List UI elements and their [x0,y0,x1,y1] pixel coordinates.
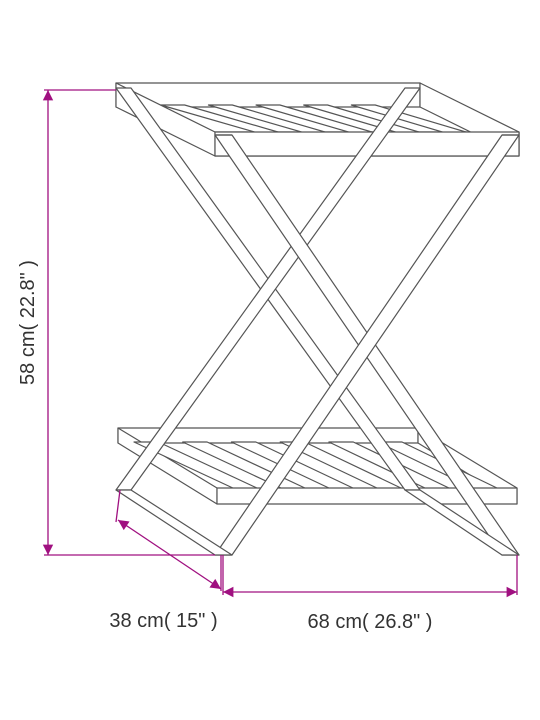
dimension-width-label: 68 cm( 26.8" ) [308,611,433,633]
dimension-height-label: 58 cm( 22.8" ) [17,260,39,385]
dimension-depth-label: 38 cm( 15" ) [109,610,217,632]
luggage-rack-outline [116,83,519,555]
dimension-annotations: 58 cm( 22.8" ) 38 cm( 15" ) 68 cm( 26.8" ) [17,90,517,633]
